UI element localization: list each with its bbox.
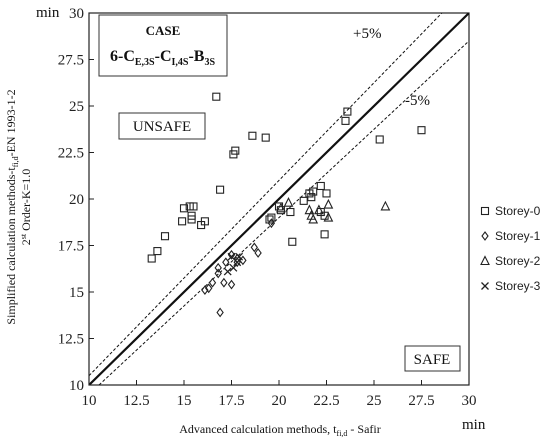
data-point-storey-0 [160, 232, 170, 241]
y-unit-label: min [36, 5, 60, 21]
data-point-storey-0 [147, 254, 156, 263]
data-point-storey-0 [248, 131, 257, 140]
legend-label: Storey-0 [495, 204, 541, 218]
data-point-storey-1 [214, 268, 222, 279]
x-tick-label: 27.5 [408, 393, 434, 409]
legend-marker-storey-1 [481, 231, 489, 241]
data-point-storey-1 [205, 283, 213, 294]
data-point-storey-0 [179, 204, 189, 213]
plus-five-label: +5% [353, 26, 381, 42]
data-point-storey-0 [189, 202, 198, 211]
y-tick-label: 10 [69, 378, 84, 394]
data-point-storey-2 [308, 213, 319, 224]
data-point-storey-0 [316, 181, 325, 191]
data-point-storey-1 [227, 279, 236, 290]
y-tick-label: 17.5 [58, 239, 84, 255]
safe-label: SAFE [414, 352, 451, 368]
data-point-storey-0 [200, 217, 209, 226]
data-point-storey-2 [304, 204, 315, 215]
data-point-storey-0 [322, 189, 331, 198]
legend: Storey-0 Storey-1 Storey-2 Storey-3 [480, 204, 541, 293]
x-unit-label: min [462, 417, 486, 433]
data-point-storey-0 [320, 230, 329, 239]
data-point-storey-0 [343, 107, 352, 116]
data-point-storey-1 [227, 249, 236, 260]
data-point-storey-1 [254, 248, 262, 258]
data-point-storey-0 [231, 146, 240, 155]
legend-label: Storey-2 [495, 254, 541, 268]
x-tick-label: 10 [82, 393, 97, 409]
data-point-storey-0 [286, 207, 295, 217]
minus-five-label: -5% [405, 93, 430, 109]
data-point-storey-2 [314, 204, 324, 215]
data-point-storey-0 [320, 211, 329, 220]
data-point-storey-2 [283, 196, 294, 207]
data-point-storey-2 [276, 202, 286, 213]
data-point-storey-0 [267, 213, 276, 222]
data-point-storey-0 [261, 133, 270, 142]
unsafe-label: UNSAFE [133, 119, 191, 135]
data-point-storey-0 [288, 237, 297, 246]
data-point-storey-0 [417, 126, 426, 135]
case-title: CASE [146, 23, 181, 38]
data-point-storey-0 [341, 116, 350, 125]
data-point-storey-0 [212, 92, 221, 101]
x-tick-label: 15 [177, 393, 192, 409]
data-point-storey-2 [323, 211, 334, 222]
data-point-storey-3 [235, 252, 244, 261]
y-axis-title-line2: 2st Order-K=1.0 [19, 169, 33, 246]
unsafe-box [118, 112, 206, 140]
y-tick-label: 25 [69, 99, 84, 115]
data-point-storey-3 [233, 258, 242, 267]
x-axis-title: Advanced calculation methods, tfi,d - Sa… [179, 422, 381, 438]
data-point-storey-0 [375, 135, 384, 144]
y-axis-title-line1: Simplified calculation methods-tfi,d-EN … [4, 89, 20, 324]
data-point-storey-0 [153, 247, 162, 256]
case-label: 6-CE,3S​-CI,4S​-B3S​ [110, 48, 215, 68]
data-point-storey-0 [309, 187, 318, 196]
y-tick-label: 12.5 [58, 332, 84, 348]
legend-marker-storey-3 [481, 282, 489, 290]
data-point-storey-1 [216, 307, 224, 318]
data-point-storey-0 [178, 217, 187, 226]
case-box [98, 14, 228, 77]
data-point-storey-0 [187, 215, 196, 224]
data-point-storey-1 [214, 262, 222, 273]
x-tick-label: 17.5 [218, 393, 244, 409]
marks-layer: 10 12.5 15 17.5 20 22.5 25 27.5 30 10 12.5 15 17.5 20… [58, 6, 477, 409]
data-point-storey-3 [223, 267, 232, 276]
data-point-storey-3 [229, 263, 238, 272]
data-point-storey-1 [267, 218, 276, 229]
y-tick-label: 27.5 [58, 53, 84, 69]
data-point-storey-1 [250, 242, 258, 253]
data-point-storey-0 [299, 196, 308, 205]
y-tick-label: 22.5 [58, 146, 84, 162]
overlay-layer: CASE 6-CE,3S​-CI,4S​-B3S​ UNSAFE SAFE +5… [4, 5, 486, 438]
legend-label: Storey-1 [495, 229, 541, 243]
safe-box [404, 345, 461, 372]
x-tick-label: 12.5 [123, 393, 149, 409]
x-tick-label: 22.5 [313, 393, 339, 409]
x-tick-label: 20 [272, 393, 287, 409]
data-point-storey-2 [380, 200, 391, 211]
legend-marker-storey-2 [480, 255, 490, 266]
data-point-storey-2 [323, 198, 334, 209]
y-tick-label: 15 [69, 285, 84, 301]
x-tick-label: 25 [367, 393, 382, 409]
plus-5-line [89, 13, 443, 377]
identity-line [89, 13, 469, 385]
y-tick-label: 30 [69, 6, 84, 22]
data-point-storey-0 [265, 215, 274, 224]
legend-marker-storey-0 [480, 206, 490, 216]
data-point-storey-0 [307, 193, 316, 202]
x-tick-label: 30 [462, 393, 477, 409]
data-point-storey-1 [201, 285, 209, 296]
data-point-storey-0 [216, 185, 225, 194]
data-point-storey-1 [222, 257, 230, 268]
legend-label: Storey-3 [495, 279, 541, 293]
y-tick-label: 20 [69, 192, 84, 208]
data-point-storey-1 [208, 277, 217, 288]
data-point-storey-1 [220, 277, 228, 288]
